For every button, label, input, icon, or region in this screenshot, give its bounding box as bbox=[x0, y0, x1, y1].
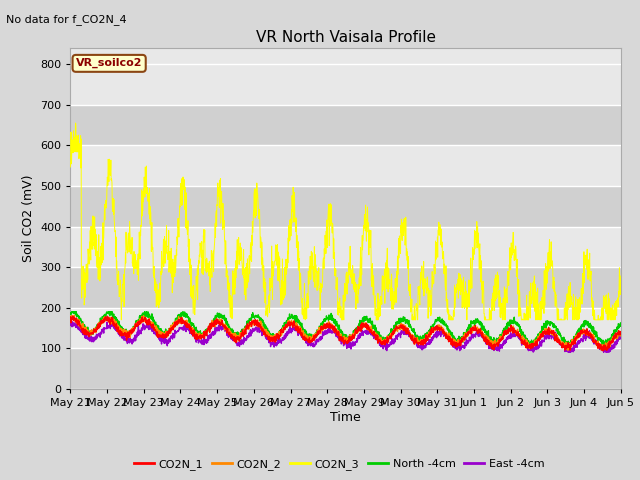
Bar bbox=[70, 267, 621, 308]
Y-axis label: Soil CO2 (mV): Soil CO2 (mV) bbox=[22, 175, 35, 262]
Title: VR North Vaisala Profile: VR North Vaisala Profile bbox=[255, 30, 436, 46]
Text: VR_soilco2: VR_soilco2 bbox=[76, 58, 143, 69]
Bar bbox=[70, 348, 621, 389]
X-axis label: Time: Time bbox=[330, 410, 361, 424]
Bar bbox=[70, 186, 621, 227]
Text: No data for f_CO2N_4: No data for f_CO2N_4 bbox=[6, 14, 127, 25]
Legend: CO2N_1, CO2N_2, CO2N_3, North -4cm, East -4cm: CO2N_1, CO2N_2, CO2N_3, North -4cm, East… bbox=[130, 455, 548, 474]
Bar bbox=[70, 105, 621, 145]
